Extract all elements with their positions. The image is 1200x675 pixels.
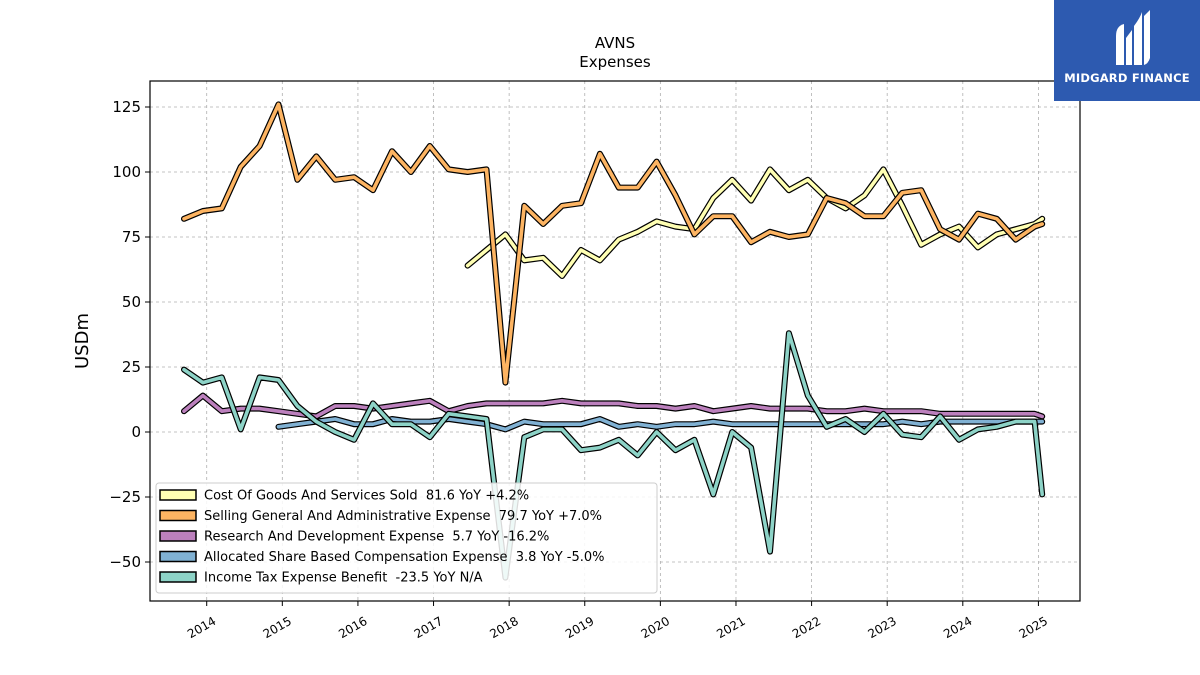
y-tick-label: −50 [109,553,141,571]
y-axis-label: USDm [72,313,93,369]
y-tick-label: 75 [122,228,141,246]
y-tick-label: 125 [112,98,141,116]
x-tick-label: 2015 [261,614,294,641]
series-stroke [182,102,1044,385]
series-stroke [182,331,1044,580]
series-line-0 [464,166,1046,279]
y-axis-ticks: −50 −25 0 25 50 75 100 125 [109,98,150,571]
series-layer [181,101,1046,581]
x-tick-label: 2025 [1017,614,1050,641]
legend-box [155,482,658,594]
legend-label: Allocated Share Based Compensation Expen… [204,550,605,565]
chart-title: AVNS [595,34,635,52]
x-axis-ticks: 2014 2015 2016 2017 2018 2019 2020 2021 2022 2023… [185,601,1050,641]
legend-swatch [159,550,197,563]
legend: Cost Of Goods And Services Sold 81.6 YoY… [155,482,658,594]
legend-swatch [159,571,197,583]
y-tick-label: −25 [109,488,141,506]
x-tick-label: 2016 [336,614,369,641]
x-tick-label: 2023 [865,614,898,641]
series-stroke [276,417,1044,432]
series-stroke [182,393,1044,419]
series-outline [464,166,1046,279]
series-outline [181,392,1046,420]
brand-logo: MIDGARD FINANCE [1054,0,1200,101]
chart-subtitle: Expenses [579,53,651,71]
y-tick-label: 0 [131,423,141,441]
series-line-3 [275,416,1046,433]
x-tick-label: 2017 [412,614,445,641]
series-line-2 [181,392,1046,420]
legend-swatch [159,489,197,501]
brand-name: MIDGARD FINANCE [1064,71,1190,85]
legend-swatch [159,509,197,522]
x-tick-label: 2024 [941,614,974,641]
plot-frame [149,80,1081,602]
x-tick-label: 2022 [790,614,823,641]
x-tick-label: 2014 [185,614,218,641]
x-tick-label: 2021 [714,614,747,641]
midgard-logo-icon [1116,10,1150,65]
x-tick-label: 2020 [639,614,672,641]
legend-label: Income Tax Expense Benefit -23.5 YoY N/A [204,571,483,586]
y-tick-label: 50 [122,293,141,311]
series-stroke [465,167,1044,278]
legend-swatch [159,530,197,542]
legend-label: Cost Of Goods And Services Sold 81.6 YoY… [204,489,529,504]
x-tick-label: 2019 [563,614,596,641]
y-tick-label: 25 [122,358,141,376]
legend-label: Research And Development Expense 5.7 YoY… [204,530,549,545]
y-tick-label: 100 [112,163,141,181]
x-tick-label: 2018 [487,614,520,641]
legend-label: Selling General And Administrative Expen… [204,509,602,524]
series-line-1 [181,101,1046,386]
series-line-4 [181,330,1046,581]
